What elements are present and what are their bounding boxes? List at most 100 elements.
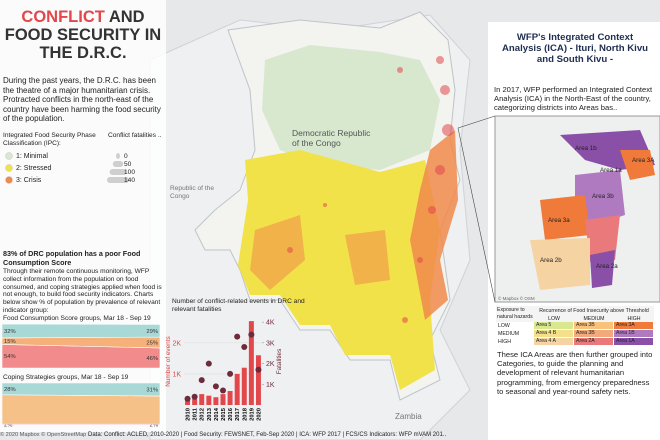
x-tick-label: 2017 <box>235 408 241 421</box>
ica-map-credit: © Mapbox © OSM <box>498 296 535 301</box>
map-label-roc: Republic of the Congo <box>170 185 214 200</box>
ipc-legend-title: Integrated Food Security Phase Classific… <box>3 132 96 147</box>
table-cell <box>574 330 613 337</box>
conflict-dot <box>323 203 327 207</box>
area-value-label: 2% <box>150 423 158 429</box>
y2-axis-label: Fatalities <box>276 349 283 375</box>
table-cell <box>534 338 573 345</box>
y-tick-label: 2K <box>172 340 181 347</box>
table-row-label: MEDIUM <box>498 331 520 337</box>
fatalities-dot <box>184 395 191 402</box>
fcs-heading: 83% of DRC population has a poor Food Co… <box>3 249 141 267</box>
fatalities-dot <box>191 393 198 400</box>
event-bar <box>220 394 226 405</box>
table-cell-label: Area 3B <box>576 330 595 336</box>
fatalities-dot <box>198 377 205 384</box>
fatalities-dot <box>255 366 262 373</box>
ipc-crisis-region <box>345 230 390 285</box>
area-value-label: 2% <box>4 423 12 429</box>
table-column: HIGH <box>627 316 641 322</box>
event-bar <box>234 373 240 405</box>
fatalities-size-label: 100 <box>124 169 136 176</box>
area-band <box>1 382 161 397</box>
x-tick-label: 2020 <box>256 408 262 421</box>
fatalities-size-label: 0 <box>124 153 128 160</box>
event-bar <box>255 355 261 405</box>
conflict-dot <box>440 85 450 95</box>
conflict-dot <box>417 257 423 263</box>
table-column: LOW <box>548 316 560 322</box>
event-bar <box>206 395 212 405</box>
fatalities-dot <box>248 331 255 338</box>
intro: During the past years, the D.R.C. has be… <box>3 76 161 123</box>
title-highlight: CONFLICT <box>21 8 105 26</box>
ipc-swatch <box>5 176 13 184</box>
area-value-label: 29% <box>146 329 158 335</box>
ica-area-label: Area 3A <box>632 157 655 164</box>
fatalities-size-swatch <box>112 161 124 167</box>
coping-chart-title: Coping Strategies groups, Mar 18 - Sep 1… <box>3 374 129 381</box>
table-cell-label: Area 4 A <box>536 338 556 344</box>
table-row-label: LOW <box>498 323 510 329</box>
table-cell <box>534 322 573 329</box>
ipc-crisis-region <box>410 130 458 320</box>
ica-area <box>540 195 590 240</box>
ipc-stressed-region <box>238 150 440 390</box>
event-bar <box>199 394 205 405</box>
footer-source: Data: Conflict: ACLED, 2010-2020 | Food … <box>88 432 447 438</box>
fcs-text: Through their remote continuous monitori… <box>3 268 162 314</box>
area-value-label: 31% <box>146 388 158 394</box>
table-header-bg <box>496 306 654 322</box>
ipc-crisis-region <box>250 215 305 290</box>
area-band <box>1 344 161 369</box>
y2-tick-label: 1K <box>266 382 275 389</box>
ica-area <box>620 150 655 180</box>
ipc-label: 2: Stressed <box>16 165 52 172</box>
conflict-dot <box>442 124 454 136</box>
x-tick-label: 2012 <box>200 408 206 421</box>
conflict-dot <box>287 247 293 253</box>
table-cell <box>574 338 613 345</box>
ica-area-label: Area 2a <box>596 263 618 270</box>
fatalities-size-swatch <box>116 153 120 159</box>
bar-chart-title: Number of conflict-related events in DRC… <box>172 298 305 313</box>
area-value-label: 25% <box>146 341 158 347</box>
y2-tick-label: 2K <box>266 361 275 368</box>
ipc-swatch <box>5 152 13 160</box>
x-tick-label: 2011 <box>193 407 199 420</box>
area-value-label: 15% <box>4 339 16 345</box>
ipc-minimal-region <box>262 45 440 170</box>
event-bar <box>241 367 247 405</box>
conflict-dot <box>435 165 445 175</box>
ipc-label: 3: Crisis <box>16 177 42 184</box>
area-value-label: 28% <box>4 387 16 393</box>
table-row-label: HIGH <box>498 339 511 345</box>
area-band <box>1 323 161 339</box>
fatalities-size-swatch <box>107 177 129 183</box>
y2-tick-label: 4K <box>266 320 275 327</box>
table-column: MEDIUM <box>583 316 605 322</box>
fcs-chart-title: Food Consumption Score groups, Mar 18 - … <box>3 315 151 322</box>
ica-area <box>585 215 620 262</box>
ica-area-label: Area 1b <box>575 145 597 152</box>
y-axis-label: Number of events <box>165 336 172 386</box>
title: CONFLICT AND FOOD SECURITY IN THE D.R.C. <box>4 8 162 62</box>
ipc-swatch <box>5 164 13 172</box>
ica-area-label: Area 2b <box>540 257 562 264</box>
table-cell <box>534 330 573 337</box>
ica-area-label: Area 3b <box>592 193 614 200</box>
ica-area-label: Area 3a <box>548 217 570 224</box>
map-credit: © 2020 Mapbox © OpenStreetMap <box>0 432 87 438</box>
fatalities-dot <box>212 383 219 390</box>
table-cell <box>574 322 613 329</box>
table-cell <box>614 330 653 337</box>
table-cell-label: Area 5 <box>536 322 552 328</box>
table-cell-label: Area 3B <box>576 322 595 328</box>
ica-outro: These ICA Areas are then further grouped… <box>497 350 653 396</box>
area-value-label: 46% <box>146 356 158 362</box>
conflict-dot <box>402 317 408 323</box>
callout-line <box>457 115 496 129</box>
event-bar <box>185 400 191 405</box>
